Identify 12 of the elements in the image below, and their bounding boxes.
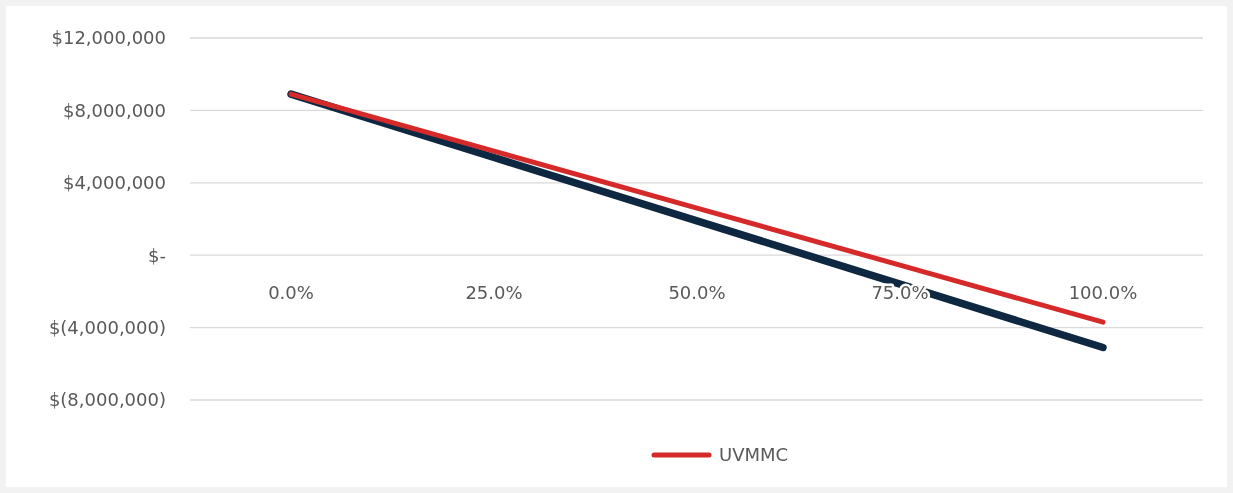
legend-label: UVMMC [719, 444, 789, 466]
y-tick-label: $8,000,000 [62, 99, 166, 121]
x-tick-label: 25.0% [465, 282, 523, 304]
x-tick-label: 100.0% [1068, 282, 1138, 304]
x-tick-label: 0.0% [268, 282, 314, 304]
x-tick-label: 50.0% [668, 282, 726, 304]
y-tick-label: $4,000,000 [62, 172, 166, 194]
y-tick-label: $- [148, 244, 166, 266]
y-tick-label: $(4,000,000) [48, 316, 166, 338]
y-tick-label: $(8,000,000) [48, 389, 166, 411]
x-tick-label: 75.0% [871, 282, 929, 304]
y-tick-label: $12,000,000 [51, 27, 166, 49]
